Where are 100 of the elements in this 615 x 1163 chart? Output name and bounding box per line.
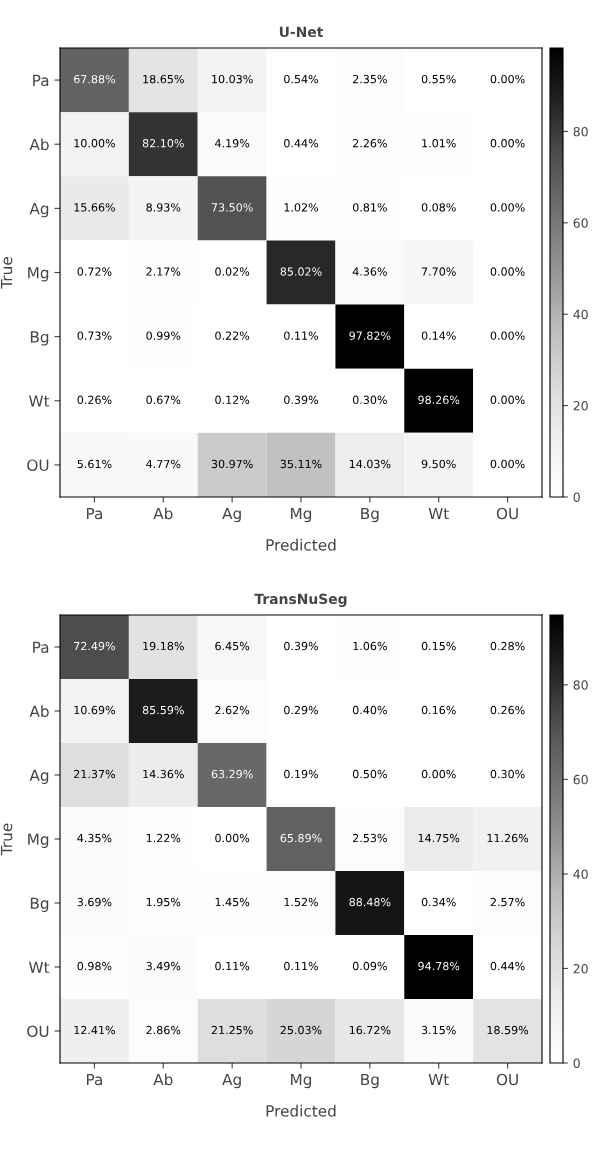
x-tick-label: Ag — [222, 507, 241, 523]
y-tick-label: OU — [27, 459, 49, 471]
data-label: 2.57% — [490, 897, 525, 907]
x-tick-label: Wt — [428, 1073, 449, 1086]
data-label: 73.50% — [211, 203, 253, 212]
x-tick-label: Pa — [86, 1073, 102, 1086]
data-label: 11.26% — [487, 833, 529, 843]
data-label: 8.93% — [146, 203, 181, 212]
data-label: 10.00% — [74, 139, 115, 148]
x-tick-label: Bg — [361, 1073, 379, 1089]
data-label: 14.03% — [349, 459, 391, 469]
y-tick-label: Wt — [29, 961, 50, 973]
data-label: 1.95% — [146, 897, 181, 907]
data-label: 3.49% — [146, 961, 181, 971]
data-label: 0.00% — [490, 203, 525, 212]
data-label: 14.75% — [418, 833, 460, 843]
chart-title: U-Net — [279, 26, 324, 38]
data-label: 19.18% — [143, 641, 184, 651]
data-label: 0.72% — [77, 267, 112, 276]
data-label: 7.70% — [421, 267, 456, 276]
data-label: 0.54% — [284, 74, 319, 84]
data-label: 0.08% — [421, 203, 456, 212]
data-label: 0.39% — [284, 641, 319, 651]
data-label: 0.50% — [352, 769, 387, 779]
data-label: 2.35% — [353, 74, 387, 84]
x-tick-label: Bg — [361, 507, 379, 523]
data-label: 0.11% — [284, 331, 319, 340]
x-tick-label: Wt — [428, 507, 449, 520]
data-label: 0.26% — [490, 705, 525, 715]
data-label: 1.02% — [284, 203, 319, 212]
data-label: 0.11% — [215, 961, 250, 971]
data-label: 0.98% — [77, 961, 112, 971]
data-label: 0.26% — [77, 395, 112, 405]
color-bar-label: 40 — [573, 309, 588, 320]
color-bar-label: 80 — [573, 126, 588, 137]
y-tick-label: Mg — [28, 267, 49, 282]
data-label: 0.28% — [490, 641, 525, 651]
data-label: 10.69% — [74, 705, 115, 715]
data-label: 0.12% — [215, 395, 250, 405]
data-label: 0.00% — [490, 395, 525, 405]
chart-title: TransNuSeg — [254, 593, 347, 607]
data-label: 94.78% — [418, 961, 460, 971]
data-label: 0.00% — [490, 459, 525, 469]
x-tick-label: OU — [496, 1073, 518, 1086]
data-label: 0.39% — [284, 395, 319, 405]
data-label: 2.86% — [146, 1025, 181, 1035]
data-label: 0.00% — [490, 331, 525, 340]
data-label: 67.88% — [74, 74, 115, 84]
y-tick-label: Bg — [30, 897, 49, 912]
data-label: 0.67% — [146, 395, 181, 405]
color-bar-label: 0 — [573, 1058, 580, 1068]
data-label: 0.73% — [77, 331, 112, 340]
data-label: 4.77% — [146, 459, 181, 469]
y-tick-label: Pa — [33, 641, 49, 654]
data-label: 0.16% — [421, 705, 456, 715]
color-bar-label: 20 — [573, 401, 588, 411]
data-label: 2.62% — [215, 705, 250, 715]
y-tick-label: Ag — [29, 769, 49, 784]
data-label: 0.81% — [352, 203, 387, 212]
data-label: 0.14% — [421, 331, 456, 340]
data-label: 85.02% — [280, 267, 322, 276]
y-axis-title: True — [0, 823, 13, 856]
data-label: 0.44% — [284, 139, 319, 148]
data-label: 0.00% — [490, 267, 525, 276]
data-label: 12.41% — [74, 1025, 115, 1035]
data-label: 1.01% — [422, 139, 456, 148]
data-label: 63.29% — [211, 769, 253, 779]
data-label: 82.10% — [142, 139, 184, 148]
color-bar-label: 60 — [573, 774, 588, 785]
data-label: 72.49% — [74, 641, 115, 651]
data-label: 15.66% — [74, 203, 115, 212]
data-label: 1.22% — [146, 833, 181, 843]
data-label: 0.15% — [421, 641, 456, 651]
data-label: 0.99% — [146, 331, 181, 340]
y-tick-label: Bg — [30, 331, 49, 346]
color-bar-label: 20 — [573, 963, 588, 974]
y-tick-label: Ab — [29, 705, 49, 718]
data-label: 4.36% — [352, 267, 387, 276]
data-label: 2.26% — [353, 139, 387, 148]
x-tick-label: Ag — [222, 1073, 241, 1089]
data-label: 30.97% — [211, 459, 253, 469]
data-label: 85.59% — [142, 705, 184, 715]
x-axis-title: Predicted — [266, 1104, 336, 1117]
data-label: 4.35% — [77, 833, 112, 843]
data-label: 18.59% — [487, 1025, 529, 1035]
color-bar-label: 80 — [573, 680, 588, 690]
x-tick-label: Ab — [153, 1073, 173, 1086]
y-tick-label: Ag — [29, 203, 49, 218]
data-label: 0.34% — [421, 897, 456, 907]
color-bar-label: 60 — [573, 218, 588, 228]
data-label: 2.17% — [146, 267, 181, 276]
x-tick-label: Ab — [153, 507, 173, 520]
data-label: 3.69% — [77, 897, 112, 907]
data-label: 0.09% — [352, 961, 387, 971]
data-label: 0.30% — [352, 395, 387, 405]
data-label: 10.03% — [212, 74, 253, 84]
x-tick-label: Mg — [291, 507, 312, 523]
y-tick-label: Pa — [33, 74, 49, 87]
data-label: 2.53% — [353, 833, 387, 843]
data-label: 0.02% — [215, 267, 250, 276]
